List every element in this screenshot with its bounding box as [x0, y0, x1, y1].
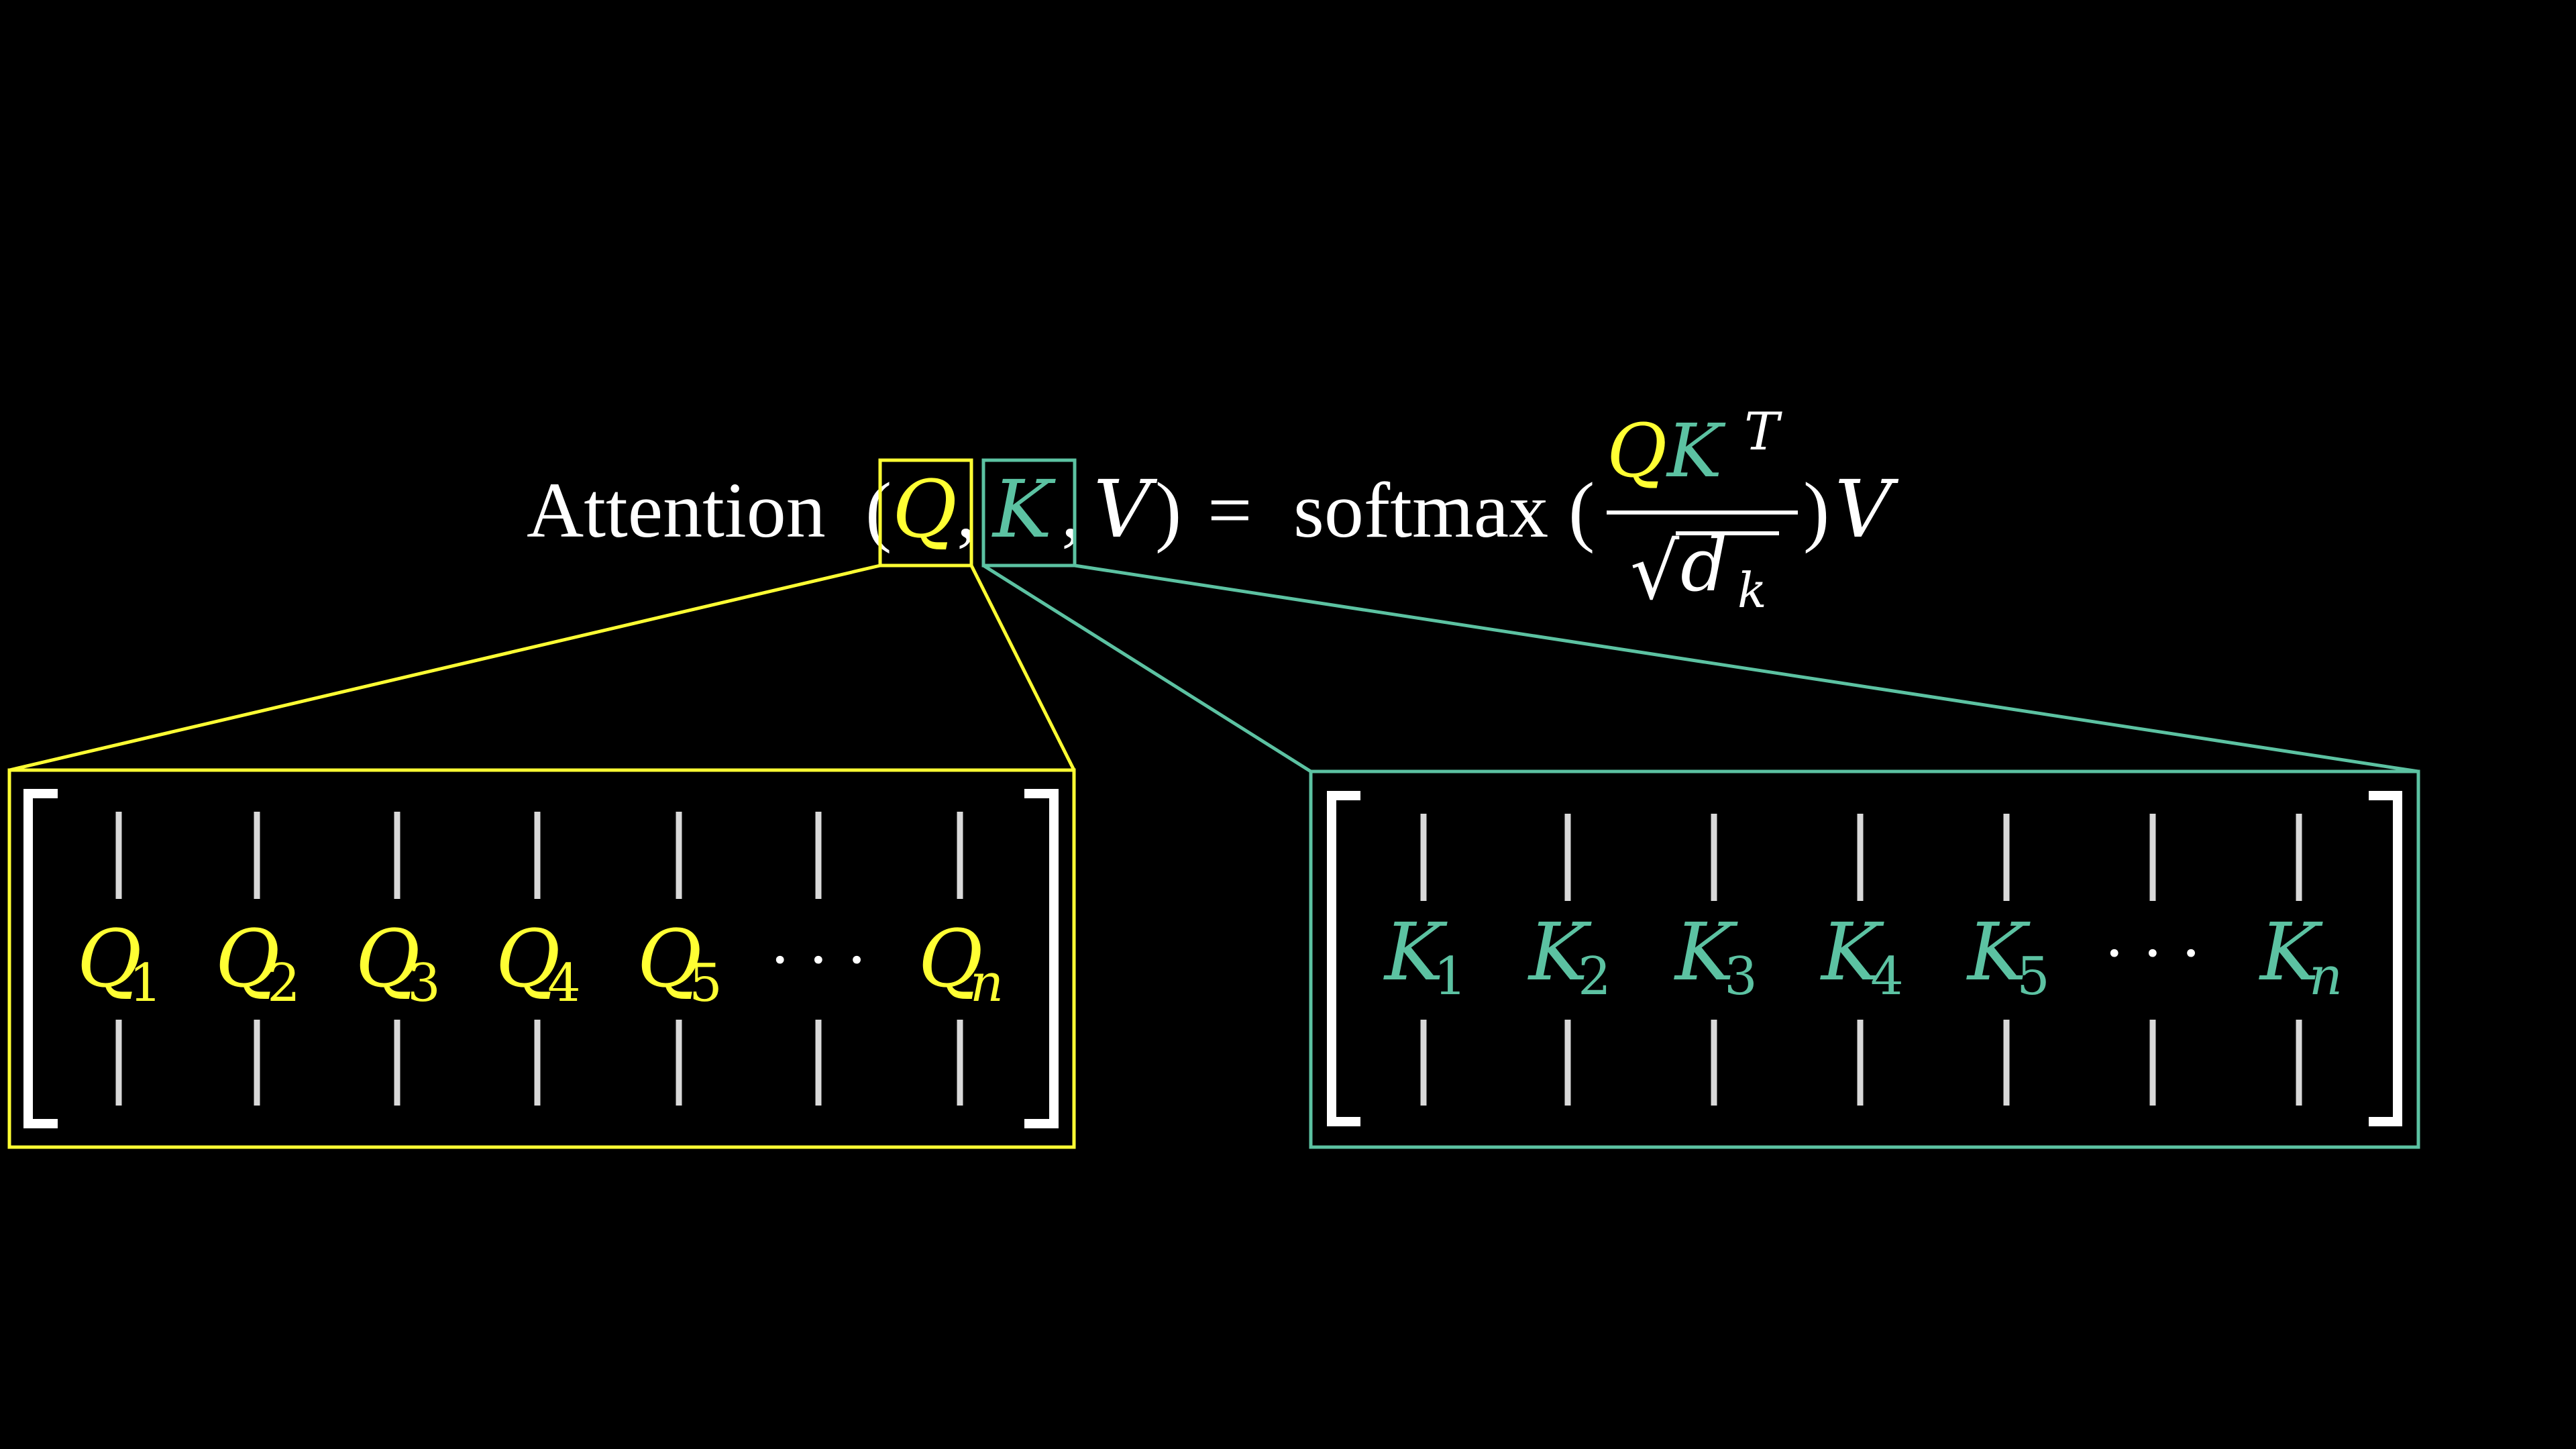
key-entry-symbol: K	[1383, 906, 1448, 998]
key-entry-symbol: K	[1966, 906, 2031, 998]
equation-v: V	[1093, 463, 1158, 555]
q-highlight-box	[878, 458, 973, 568]
trailing-v: V	[1835, 463, 1899, 555]
key-entry-subscript: 4	[1870, 947, 1904, 1007]
query-entry-subscript: 4	[547, 953, 581, 1014]
key-matrix: K1 K2 K3 K4 K5 · · · Kn	[1309, 769, 2420, 1149]
key-entry-subscript: 2	[1578, 947, 1611, 1007]
query-entry-subscript: 5	[689, 953, 722, 1014]
query-columns: Q1 Q2 Q3 Q4 Q5 · · · Qn	[77, 812, 1004, 1106]
query-entry-symbol: Q	[77, 912, 142, 1005]
k-connector-right	[1074, 564, 2419, 773]
key-entry-symbol: K	[2259, 906, 2323, 998]
query-ellipsis: · · ·	[770, 925, 866, 996]
key-entry-subscript: 5	[2017, 947, 2050, 1007]
query-entry-symbol: Q	[918, 912, 983, 1005]
softmax-label: softmax	[1293, 466, 1548, 554]
k-connector-left	[982, 564, 1312, 773]
query-matrix-frame	[7, 768, 1076, 1149]
key-left-bracket	[1327, 791, 1360, 1126]
query-right-bracket	[1024, 789, 1059, 1128]
key-entry-symbol: K	[1527, 906, 1592, 998]
q-connector-right	[969, 564, 1076, 771]
query-entry-subscript: n	[970, 953, 1004, 1014]
equation-k: K	[991, 463, 1056, 555]
transpose-superscript: T	[1744, 402, 1782, 462]
key-columns: K1 K2 K3 K4 K5 · · · Kn	[1383, 814, 2343, 1106]
q-connector-left	[9, 564, 881, 772]
key-entry-subscript: 1	[1434, 947, 1467, 1007]
denominator-subscript-k: k	[1737, 562, 1767, 619]
k-highlight-box	[981, 458, 1077, 568]
query-entry-symbol: Q	[356, 912, 421, 1005]
attention-label: Attention	[527, 466, 826, 554]
query-entry-subscript: 2	[267, 953, 301, 1014]
query-entry-symbol: Q	[496, 912, 561, 1005]
query-matrix: Q1 Q2 Q3 Q4 Q5 · · · Qn	[7, 768, 1076, 1149]
numerator-q: Q	[1607, 408, 1667, 494]
query-entry-symbol: Q	[637, 912, 702, 1005]
comma-1: ,	[957, 466, 977, 554]
key-ellipsis: · · ·	[2104, 918, 2200, 989]
attention-equation: Attention ( Q , K , V ) = softmax ( Q K …	[527, 402, 1899, 619]
close-paren: )	[1155, 466, 1181, 554]
query-entry-subscript: 1	[129, 953, 162, 1014]
key-entry-subscript: 3	[1724, 947, 1758, 1007]
query-left-bracket	[23, 789, 58, 1128]
key-entry-symbol: K	[1820, 906, 1884, 998]
sqrt-symbol: √	[1630, 527, 1680, 617]
key-right-bracket	[2369, 791, 2402, 1126]
key-matrix-frame	[1309, 769, 2420, 1149]
comma-2: ,	[1061, 466, 1081, 554]
query-entry-subscript: 3	[407, 953, 441, 1014]
equation-q: Q	[892, 463, 957, 555]
key-entry-subscript: n	[2309, 947, 2343, 1007]
numerator-k: K	[1666, 408, 1726, 494]
softmax-close-paren: )	[1803, 466, 1829, 554]
key-entry-symbol: K	[1674, 906, 1738, 998]
equals-sign: =	[1208, 466, 1252, 554]
fraction: Q K T √ d k	[1607, 402, 1798, 619]
softmax-open-paren: (	[1568, 466, 1595, 554]
denominator-d: d	[1680, 522, 1727, 608]
query-entry-symbol: Q	[215, 912, 280, 1005]
